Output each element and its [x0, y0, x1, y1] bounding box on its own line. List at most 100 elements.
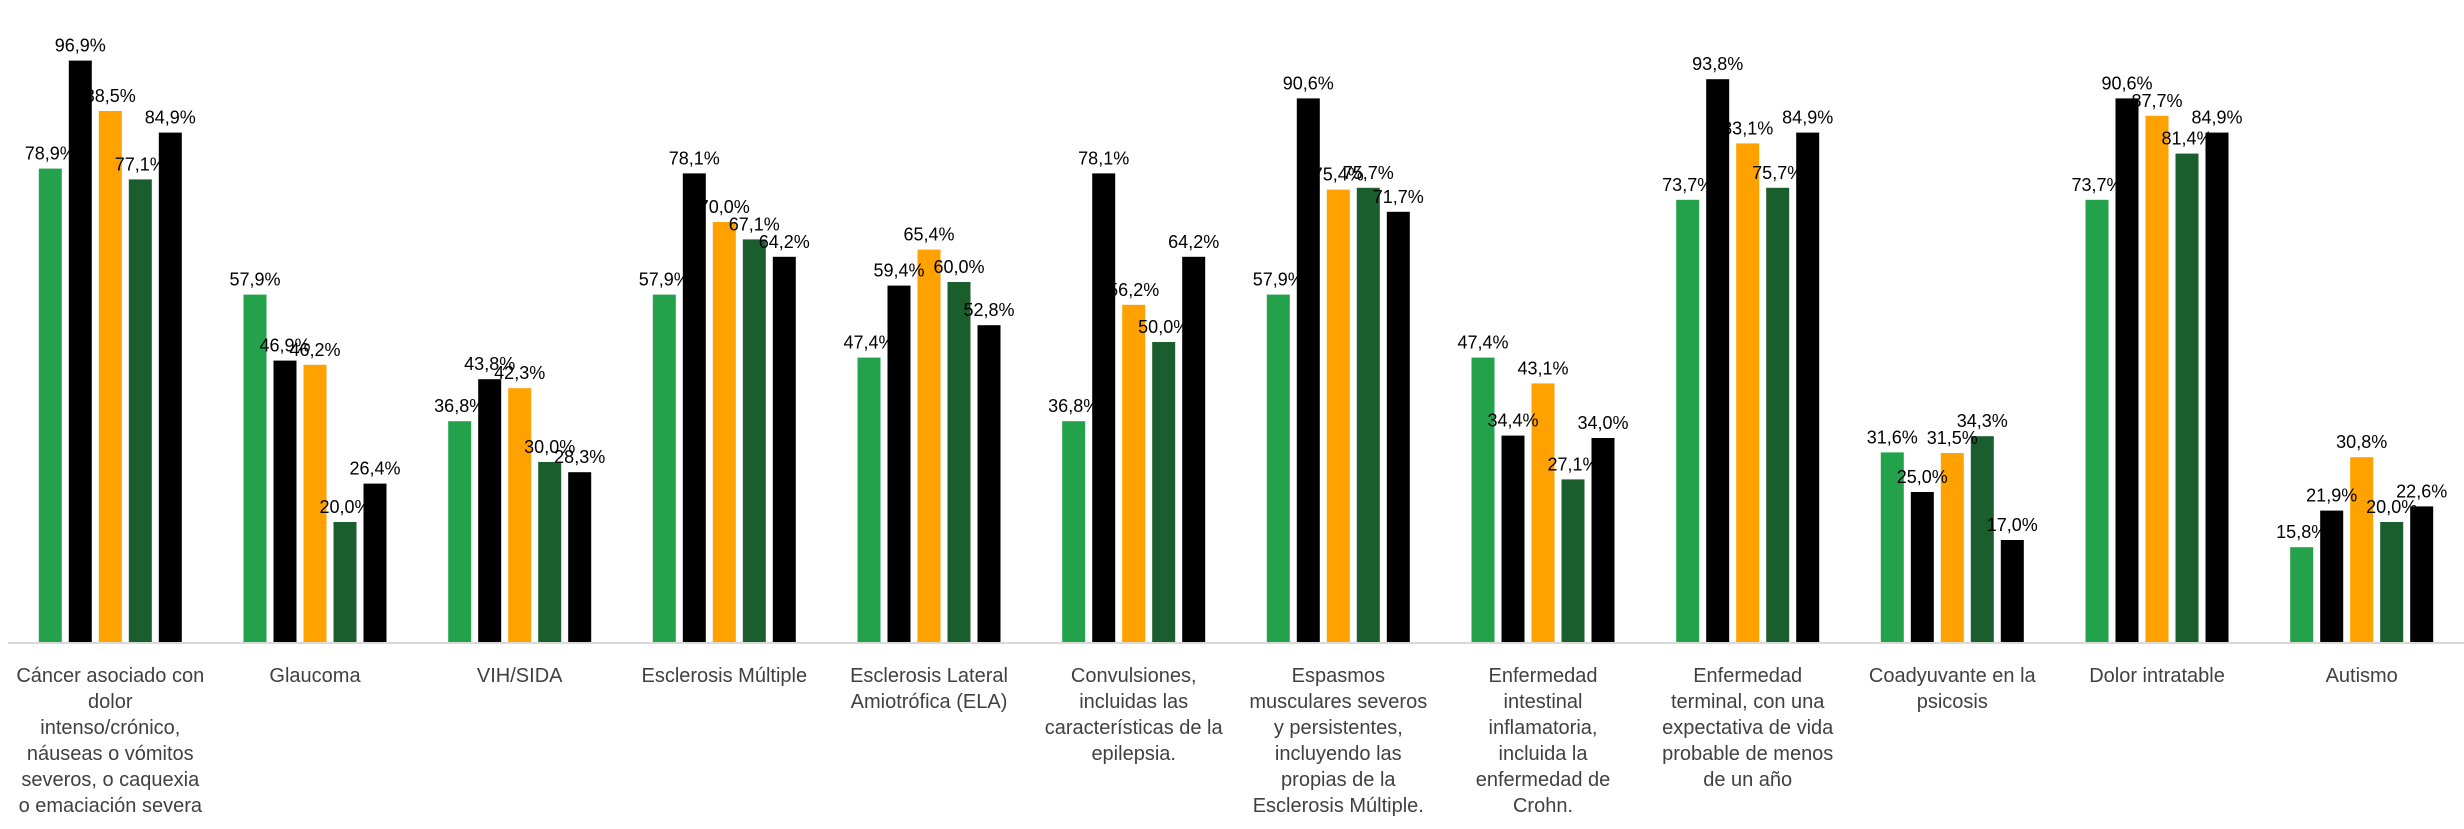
category-label-line: Autismo	[2326, 665, 2398, 687]
data-label: 52,8%	[963, 300, 1014, 320]
bar	[1356, 187, 1380, 643]
bar	[1062, 421, 1086, 642]
category-label-line: intenso/crónico,	[40, 717, 180, 739]
bar	[2350, 457, 2374, 642]
data-label: 60,0%	[933, 257, 984, 277]
data-label: 65,4%	[903, 225, 954, 245]
data-label: 46,9%	[259, 336, 310, 356]
category-label: Convulsiones, incluidas las característica…	[1045, 665, 1224, 765]
data-label: 31,6%	[1867, 427, 1918, 447]
category-label-line: musculares severos	[1249, 691, 1427, 713]
category-label-line: Crohn.	[1513, 795, 1573, 817]
data-label: 20,0%	[319, 497, 370, 517]
category-label-line: terminal, con una	[1671, 691, 1825, 713]
category-label-line: epilepsia.	[1091, 743, 1176, 765]
data-label: 87,7%	[2131, 91, 2182, 111]
data-label: 64,2%	[759, 232, 810, 252]
data-label: 34,3%	[1957, 411, 2008, 431]
category-label-line: probable de menos	[1662, 743, 1833, 765]
category-label-line: incluyendo las	[1275, 743, 1402, 765]
bar	[1531, 383, 1555, 642]
data-label: 81,4%	[2161, 129, 2212, 149]
data-label: 34,0%	[1577, 413, 1628, 433]
bar	[1561, 479, 1585, 642]
bar	[887, 285, 911, 642]
bar	[1766, 187, 1790, 643]
bar	[2410, 506, 2434, 642]
bar	[712, 222, 736, 642]
bar	[1970, 436, 1994, 642]
bar	[98, 111, 122, 642]
data-label: 47,4%	[1457, 333, 1508, 353]
data-label: 84,9%	[1782, 108, 1833, 128]
category-label-line: incluidas las	[1079, 691, 1188, 713]
category-label-line: Espasmos	[1292, 665, 1385, 687]
bar	[1182, 256, 1206, 642]
bar	[508, 388, 532, 642]
data-label: 46,2%	[289, 340, 340, 360]
data-label: 36,8%	[1048, 396, 1099, 416]
bar	[1326, 189, 1350, 642]
bar	[2205, 132, 2229, 642]
category-label-line: expectativa de vida	[1662, 717, 1834, 739]
category-label-line: incluida la	[1499, 743, 1589, 765]
bar	[1152, 342, 1176, 642]
category-label-line: severos, o caquexia	[21, 769, 200, 791]
bar	[333, 522, 357, 642]
data-label: 15,8%	[2276, 522, 2327, 542]
data-label: 17,0%	[1987, 515, 2038, 535]
data-label: 57,9%	[1253, 270, 1304, 290]
data-label: 28,3%	[554, 447, 605, 467]
data-label: 36,8%	[434, 396, 485, 416]
data-label: 67,1%	[729, 214, 780, 234]
bar	[2085, 199, 2109, 643]
bar	[2290, 547, 2314, 642]
category-label-line: psicosis	[1917, 691, 1988, 713]
bar	[1386, 211, 1410, 643]
bar	[1736, 143, 1760, 642]
data-label: 43,1%	[1517, 358, 1568, 378]
data-label: 25,0%	[1897, 467, 1948, 487]
bar	[273, 360, 297, 642]
category-label-line: y persistentes,	[1274, 717, 1403, 739]
bar	[2145, 115, 2169, 643]
data-label: 30,8%	[2336, 432, 2387, 452]
data-label: 64,2%	[1168, 232, 1219, 252]
category-label: Glaucoma	[269, 665, 361, 687]
bar	[538, 462, 562, 642]
bar	[568, 472, 592, 642]
data-label: 70,0%	[699, 197, 750, 217]
category-label-line: inflamatoria,	[1489, 717, 1598, 739]
data-label: 77,1%	[115, 154, 166, 174]
data-label: 31,5%	[1927, 428, 1978, 448]
data-label: 93,8%	[1692, 54, 1743, 74]
category-label-line: Esclerosis Lateral	[850, 665, 1008, 687]
bar	[2000, 540, 2024, 642]
category-label: Enfermedad terminal, con una expectativa d…	[1662, 665, 1834, 791]
bar	[947, 282, 971, 642]
bar	[1591, 438, 1615, 642]
category-labels-group: Cáncer asociado con dolor intenso/crónico,…	[16, 665, 2397, 817]
category-label: Coadyuvante en la psicosis	[1869, 665, 2037, 713]
data-label: 56,2%	[1108, 280, 1159, 300]
category-label-line: Amiotrófica (ELA)	[851, 691, 1008, 713]
bar	[128, 179, 152, 642]
data-label: 90,6%	[2101, 73, 2152, 93]
category-label-line: Esclerosis Múltiple	[641, 665, 807, 687]
category-label-line: enfermedad de	[1476, 769, 1611, 791]
bar	[1676, 199, 1700, 643]
bar	[68, 60, 92, 643]
data-label: 78,1%	[669, 148, 720, 168]
data-label: 75,4%	[1313, 165, 1364, 185]
category-label: Esclerosis Lateral Amiotrófica (ELA)	[850, 665, 1008, 713]
category-label-line: propias de la	[1281, 769, 1396, 791]
bar	[652, 294, 676, 642]
data-label: 73,7%	[1662, 175, 1713, 195]
category-label-line: Glaucoma	[269, 665, 361, 687]
category-label-line: características de la	[1045, 717, 1224, 739]
category-label: Espasmos musculares severos y persistentes…	[1249, 665, 1427, 817]
bar	[448, 421, 472, 642]
data-label: 83,1%	[1722, 118, 1773, 138]
data-label: 84,9%	[2191, 108, 2242, 128]
